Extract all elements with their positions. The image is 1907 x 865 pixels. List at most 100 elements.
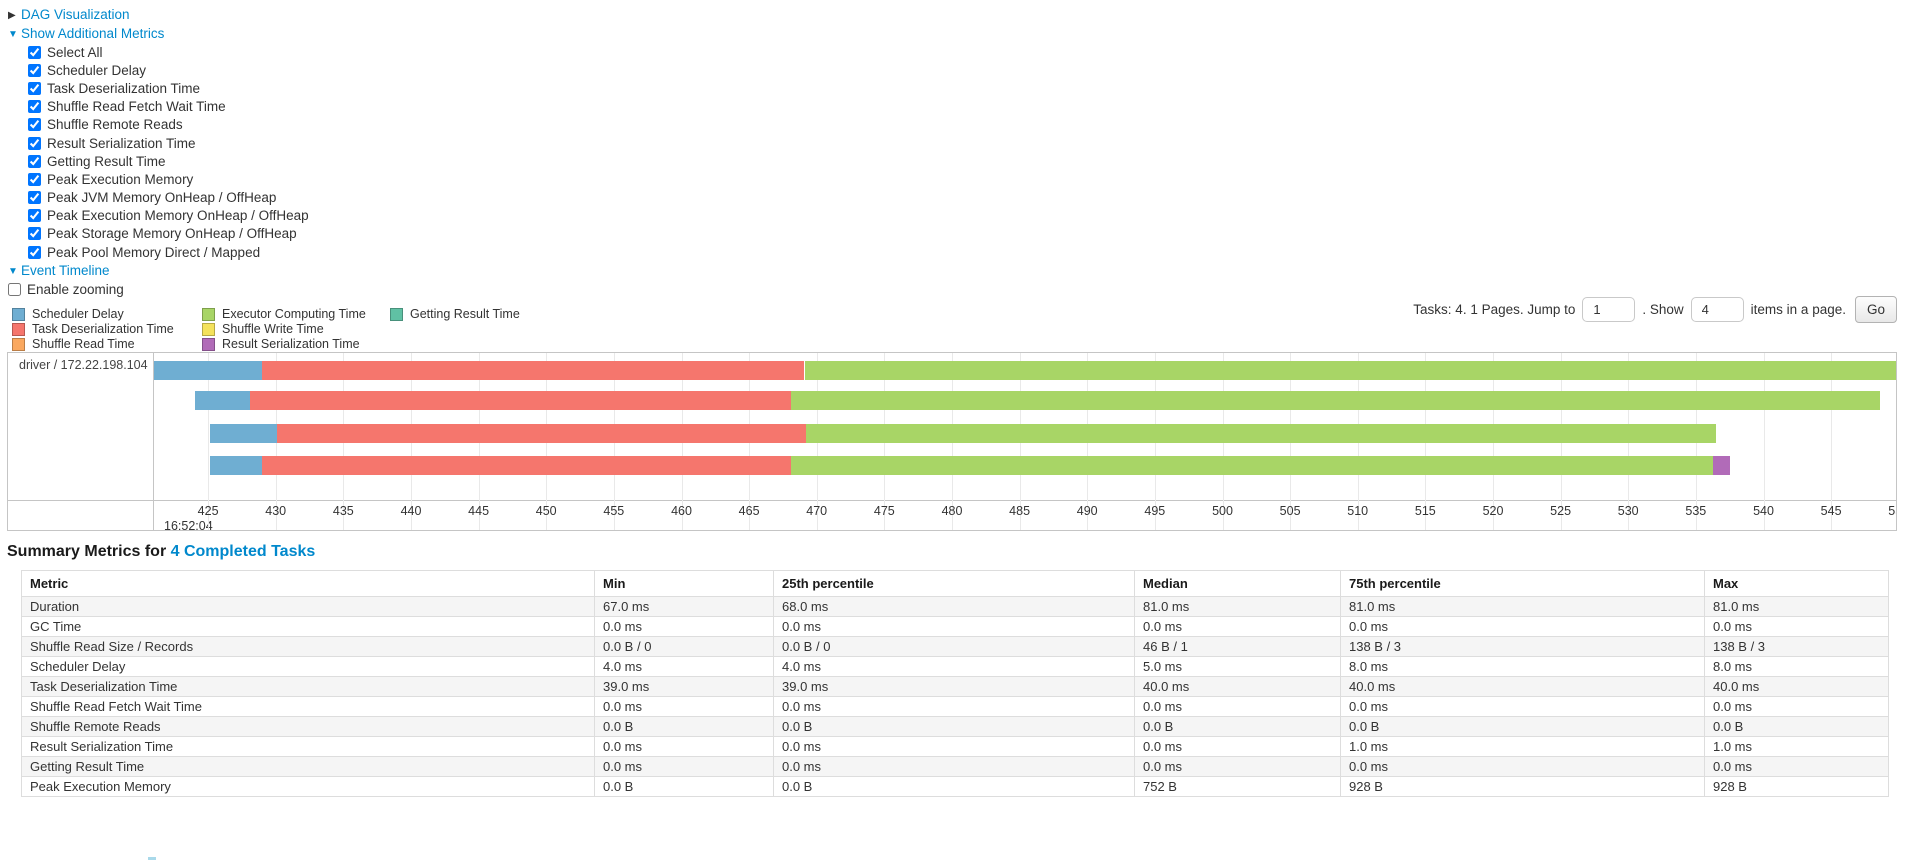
metric-checkbox-item[interactable]: Task Deserialization Time [28,79,708,97]
timeline-bar-segment-executor-computing[interactable] [791,456,1714,475]
metric-value-cell: 8.0 ms [1340,656,1705,677]
metric-checkbox[interactable] [28,154,41,168]
legend-item: Result Serialization Time [202,337,360,351]
timeline-bar-segment-executor-computing[interactable] [804,361,1896,380]
timeline-bar-segment-task-deserialization[interactable] [250,391,791,410]
metric-value-cell: 40.0 ms [1704,676,1889,697]
event-timeline-toggle[interactable]: ▼ Event Timeline [8,261,708,280]
metric-checkbox[interactable] [28,100,41,114]
timeline-bar-segment-scheduler-delay[interactable] [209,456,263,475]
show-additional-metrics-link[interactable]: Show Additional Metrics [21,26,165,41]
table-column-header: Min [594,570,774,597]
metric-checkbox[interactable] [28,81,41,95]
jump-to-page-input[interactable] [1582,296,1636,322]
metric-checkbox-item[interactable]: Shuffle Read Fetch Wait Time [28,98,708,116]
axis-tick-label: 445 [468,504,490,518]
metric-value-cell: 81.0 ms [1704,596,1889,617]
metric-value-cell: 81.0 ms [1340,596,1705,617]
metric-checkbox[interactable] [28,118,41,132]
axis-tick-label: 470 [806,504,828,518]
metric-value-cell: 81.0 ms [1134,596,1341,617]
show-additional-metrics-toggle[interactable]: ▼ Show Additional Metrics [8,24,708,43]
axis-tick-label: 525 [1550,504,1572,518]
metric-checkbox[interactable] [28,172,41,186]
dag-visualization-link[interactable]: DAG Visualization [21,7,130,22]
go-button[interactable]: Go [1854,295,1897,323]
metric-checkbox-item[interactable]: Select All [28,43,708,61]
metric-checkbox-label: Task Deserialization Time [47,80,201,96]
metric-checkbox-label: Select All [47,44,103,60]
metric-value-cell: 0.0 ms [1340,696,1705,717]
axis-tick-label: 495 [1144,504,1166,518]
metric-checkbox-item[interactable]: Peak Storage Memory OnHeap / OffHeap [28,225,708,243]
axis-tick-label: 540 [1753,504,1774,518]
metric-value-cell: 5.0 ms [1134,656,1341,677]
completed-tasks-link[interactable]: 4 Completed Tasks [170,543,316,560]
table-column-header: Max [1704,570,1889,597]
metric-value-cell: 0.0 B [1134,716,1341,737]
table-column-header: Metric [21,570,595,597]
metric-checkbox[interactable] [28,191,41,205]
metric-value-cell: 0.0 ms [594,736,774,757]
axis-tick-label: 435 [332,504,354,518]
metric-checkbox-list: Select All Scheduler Delay Task Deserializ… [28,43,708,261]
metric-value-cell: 1.0 ms [1340,736,1705,757]
metric-value-cell: 0.0 ms [773,616,1135,637]
timeline-bar-segment-scheduler-delay[interactable] [194,391,251,410]
enable-zooming-checkbox[interactable] [8,283,21,297]
metric-checkbox-item[interactable]: Shuffle Remote Reads [28,116,708,134]
show-label: . Show [1642,301,1684,317]
legend-label: Shuffle Read Time [32,337,135,351]
metric-checkbox[interactable] [28,63,41,77]
metric-value-cell: 0.0 ms [1340,616,1705,637]
timeline-bar-segment-executor-computing[interactable] [805,424,1717,443]
metric-value-cell: 46 B / 1 [1134,636,1341,657]
metric-checkbox-item[interactable]: Result Serialization Time [28,134,708,152]
table-header-row: Metric Min 25th percentile Median 75th perce… [21,570,1889,597]
event-timeline-link[interactable]: Event Timeline [21,263,110,279]
timeline-bar-segment-task-deserialization[interactable] [262,456,791,475]
metric-checkbox-item[interactable]: Peak Execution Memory OnHeap / OffHeap [28,207,708,225]
timeline-bar-segment-scheduler-delay[interactable] [209,424,278,443]
metric-checkbox-item[interactable]: Peak Pool Memory Direct / Mapped [28,243,708,261]
metric-checkbox[interactable] [28,136,41,150]
metric-checkbox-item[interactable]: Getting Result Time [28,152,708,170]
table-column-header: 25th percentile [773,570,1135,597]
timeline-bar-segment-scheduler-delay[interactable] [154,361,263,380]
timeline-bar-segment-task-deserialization[interactable] [277,424,806,443]
enable-zooming-row[interactable]: Enable zooming [8,280,708,299]
metric-value-cell: 0.0 B [594,776,774,797]
page-size-input[interactable] [1690,296,1744,322]
chevron-down-icon: ▼ [8,266,18,278]
metric-checkbox-item[interactable]: Peak JVM Memory OnHeap / OffHeap [28,189,708,207]
table-row: Shuffle Remote Reads 0.0 B 0.0 B 0.0 B 0.0 B… [21,716,1889,737]
metric-checkbox[interactable] [28,45,41,59]
table-row: GC Time 0.0 ms 0.0 ms 0.0 ms 0.0 ms 0.0 ms [21,616,1889,637]
axis-tick-label: 465 [738,504,760,518]
dag-visualization-toggle[interactable]: ▶ DAG Visualization [8,5,708,24]
metric-checkbox-label: Peak JVM Memory OnHeap / OffHeap [47,190,277,206]
tasks-count-text: Tasks: 4. 1 Pages. Jump to [1413,301,1576,317]
metric-value-cell: 0.0 ms [1340,756,1705,777]
timeline-bar-segment-executor-computing[interactable] [791,391,1880,410]
legend-label: Shuffle Write Time [222,322,324,336]
metric-checkbox-item[interactable]: Scheduler Delay [28,61,708,79]
metric-value-cell: 0.0 ms [773,696,1135,717]
metric-value-cell: 67.0 ms [594,596,774,617]
metric-value-cell: 0.0 ms [1134,736,1341,757]
metric-name-cell: Getting Result Time [21,756,595,777]
axis-tick-label: 545 [1820,504,1842,518]
legend-item: Executor Computing Time [202,307,366,321]
table-row: Duration 67.0 ms 68.0 ms 81.0 ms 81.0 ms 81.0… [21,596,1889,617]
axis-tick-label: 520 [1482,504,1504,518]
metric-checkbox[interactable] [28,227,41,241]
timeline-bar-segment-task-deserialization[interactable] [262,361,805,380]
axis-tick-label: 460 [671,504,692,518]
metric-checkbox[interactable] [28,209,41,223]
metric-value-cell: 752 B [1134,776,1341,797]
metric-checkbox-item[interactable]: Peak Execution Memory [28,170,708,188]
metric-checkbox[interactable] [28,245,41,259]
gridline [1763,353,1765,530]
axis-tick-label: 440 [400,504,422,518]
timeline-bar-segment-result-serialization[interactable] [1713,456,1730,475]
